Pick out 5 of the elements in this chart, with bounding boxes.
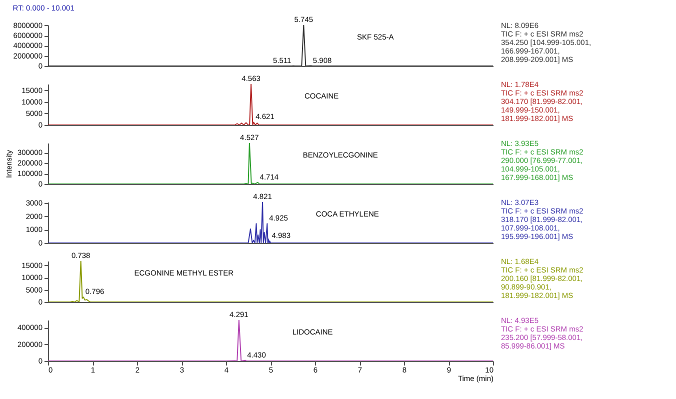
line-series: [48, 261, 493, 302]
line-series: [48, 143, 493, 184]
line-series: [48, 25, 493, 66]
line-series: [48, 84, 493, 125]
line-series: [48, 202, 493, 243]
